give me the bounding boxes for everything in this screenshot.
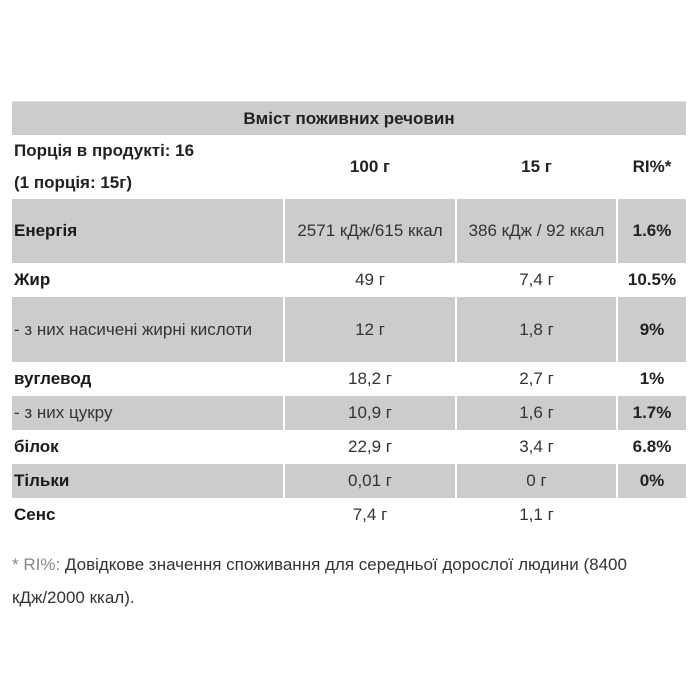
value-per-serving: 7,4 г <box>455 263 617 297</box>
row-label: Жир <box>14 270 51 289</box>
value-per-serving: 1,1 г <box>455 498 617 532</box>
ri-footnote: * RI%: Довідкове значення споживання для… <box>12 548 652 614</box>
serving-count: Порція в продукті: 16 <box>14 141 195 160</box>
value-per-100g: 49 г <box>283 263 456 297</box>
value-ri: 10.5% <box>616 263 686 297</box>
value-ri: 0% <box>616 464 686 498</box>
row-label: - з них цукру <box>12 396 284 430</box>
value-per-serving: 3,4 г <box>455 430 617 464</box>
value-per-serving: 386 кДж / 92 ккал <box>455 199 617 263</box>
column-header-100g: 100 г <box>283 135 456 199</box>
nutrition-grid: Порція в продукті: 16 (1 порція: 15г) 10… <box>12 135 686 532</box>
column-header-ri: RI%* <box>616 135 686 199</box>
value-per-100g: 10,9 г <box>283 396 456 430</box>
row-label: вуглевод <box>14 369 92 388</box>
value-per-serving: 0 г <box>455 464 617 498</box>
column-header-serving: 15 г <box>455 135 617 199</box>
table-row-fat: Жир 49 г 7,4 г 10.5% <box>12 263 686 297</box>
value-per-100g: 0,01 г <box>283 464 456 498</box>
row-label: Енергія <box>12 199 284 263</box>
row-label: Сенс <box>14 505 56 524</box>
footnote-marker: * RI%: <box>12 555 61 574</box>
value-per-100g: 22,9 г <box>283 430 456 464</box>
value-per-100g: 12 г <box>283 297 456 362</box>
value-ri: 9% <box>616 297 686 362</box>
row-label: Тільки <box>12 464 284 498</box>
row-label: - з них насичені жирні кислоти <box>12 297 284 362</box>
value-ri <box>616 498 686 532</box>
table-row-energy: Енергія 2571 кДж/615 ккал 386 кДж / 92 к… <box>12 199 686 263</box>
table-row-salt: Тільки 0,01 г 0 г 0% <box>12 464 686 498</box>
table-row-protein: білок 22,9 г 3,4 г 6.8% <box>12 430 686 464</box>
table-row-saturated-fat: - з них насичені жирні кислоти 12 г 1,8 … <box>12 297 686 362</box>
value-per-100g: 7,4 г <box>283 498 456 532</box>
table-row-carbohydrate: вуглевод 18,2 г 2,7 г 1% <box>12 362 686 396</box>
value-per-100g: 18,2 г <box>283 362 456 396</box>
serving-size: (1 порція: 15г) <box>14 173 133 192</box>
header-row: Порція в продукті: 16 (1 порція: 15г) 10… <box>12 135 686 199</box>
value-ri: 6.8% <box>616 430 686 464</box>
table-row-sugar: - з них цукру 10,9 г 1,6 г 1.7% <box>12 396 686 430</box>
value-ri: 1.6% <box>616 199 686 263</box>
value-per-serving: 1,6 г <box>455 396 617 430</box>
value-ri: 1% <box>616 362 686 396</box>
value-ri: 1.7% <box>616 396 686 430</box>
value-per-serving: 2,7 г <box>455 362 617 396</box>
value-per-serving: 1,8 г <box>455 297 617 362</box>
table-title: Вміст поживних речовин <box>12 101 686 135</box>
nutrition-table: Вміст поживних речовин Порція в продукті… <box>12 101 686 532</box>
row-label: білок <box>14 437 59 456</box>
serving-info: Порція в продукті: 16 (1 порція: 15г) <box>12 135 284 199</box>
table-row-fiber: Сенс 7,4 г 1,1 г <box>12 498 686 532</box>
footnote-text: Довідкове значення споживання для середн… <box>12 555 627 607</box>
value-per-100g: 2571 кДж/615 ккал <box>283 199 456 263</box>
